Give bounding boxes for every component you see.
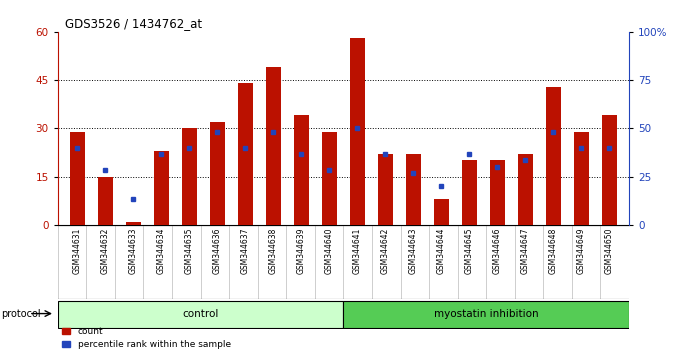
Text: protocol: protocol bbox=[1, 309, 41, 319]
Text: GSM344639: GSM344639 bbox=[297, 228, 306, 274]
Bar bbox=[350, 38, 365, 225]
Text: GSM344632: GSM344632 bbox=[101, 228, 110, 274]
Bar bbox=[182, 128, 197, 225]
Bar bbox=[126, 222, 141, 225]
Bar bbox=[238, 83, 253, 225]
Bar bbox=[322, 132, 337, 225]
Text: GSM344642: GSM344642 bbox=[381, 228, 390, 274]
Text: GSM344649: GSM344649 bbox=[577, 228, 586, 274]
Text: GSM344640: GSM344640 bbox=[325, 228, 334, 274]
Text: GSM344631: GSM344631 bbox=[73, 228, 82, 274]
Text: GSM344641: GSM344641 bbox=[353, 228, 362, 274]
Text: GSM344634: GSM344634 bbox=[157, 228, 166, 274]
Text: GSM344645: GSM344645 bbox=[465, 228, 474, 274]
Text: GSM344633: GSM344633 bbox=[129, 228, 138, 274]
Text: GSM344637: GSM344637 bbox=[241, 228, 250, 274]
Text: GSM344648: GSM344648 bbox=[549, 228, 558, 274]
Bar bbox=[294, 115, 309, 225]
Text: GSM344646: GSM344646 bbox=[493, 228, 502, 274]
Bar bbox=[574, 132, 589, 225]
Text: GSM344647: GSM344647 bbox=[521, 228, 530, 274]
Legend: count, percentile rank within the sample: count, percentile rank within the sample bbox=[63, 327, 231, 349]
Text: GSM344636: GSM344636 bbox=[213, 228, 222, 274]
Bar bbox=[154, 151, 169, 225]
Bar bbox=[490, 160, 505, 225]
Text: control: control bbox=[182, 309, 219, 319]
Bar bbox=[517, 154, 533, 225]
Bar bbox=[406, 154, 421, 225]
Bar bbox=[377, 154, 393, 225]
Text: myostatin inhibition: myostatin inhibition bbox=[434, 309, 539, 319]
Bar bbox=[602, 115, 617, 225]
Bar bbox=[546, 86, 561, 225]
Text: GDS3526 / 1434762_at: GDS3526 / 1434762_at bbox=[65, 17, 202, 30]
Bar bbox=[58, 301, 343, 328]
Bar bbox=[343, 301, 629, 328]
Text: GSM344638: GSM344638 bbox=[269, 228, 278, 274]
Bar bbox=[434, 199, 449, 225]
Bar bbox=[266, 67, 281, 225]
Text: GSM344650: GSM344650 bbox=[605, 228, 614, 274]
Text: GSM344635: GSM344635 bbox=[185, 228, 194, 274]
Bar bbox=[462, 160, 477, 225]
Bar bbox=[70, 132, 85, 225]
Text: GSM344644: GSM344644 bbox=[437, 228, 446, 274]
Text: GSM344643: GSM344643 bbox=[409, 228, 418, 274]
Bar bbox=[98, 177, 113, 225]
Bar bbox=[209, 122, 225, 225]
